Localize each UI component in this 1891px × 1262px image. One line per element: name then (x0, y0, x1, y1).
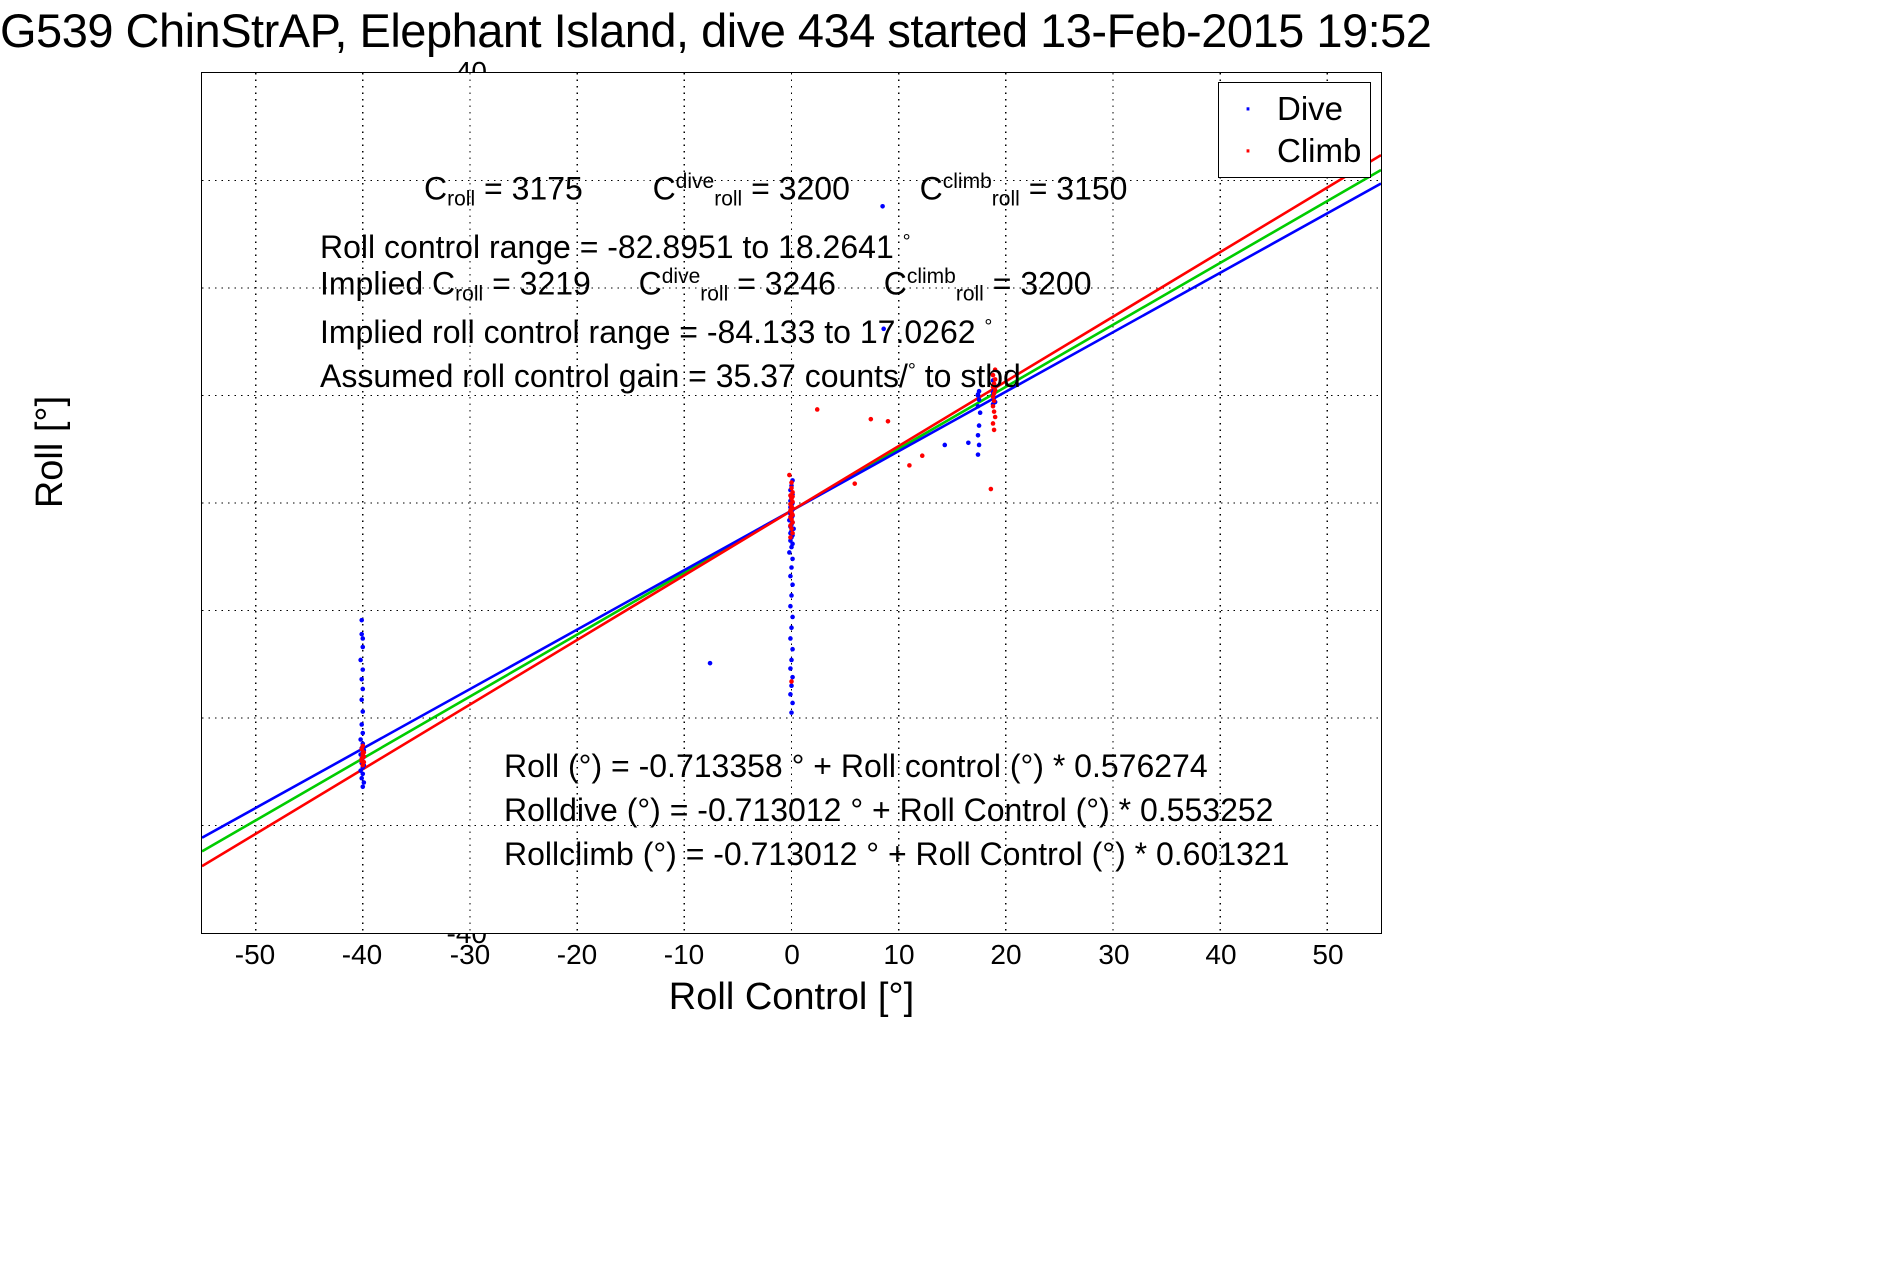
x-tick-label: -40 (341, 939, 383, 970)
plot-svg (202, 73, 1381, 933)
c-roll-climb-superscript: climb (942, 170, 992, 193)
legend-marker-dive-icon: · (1243, 91, 1253, 124)
equation-block: Roll (°) = -0.713358 ° + Roll control (°… (504, 744, 1289, 876)
figure-title: G539 ChinStrAP, Elephant Island, dive 43… (0, 4, 1432, 57)
equation-dive-rest: (°) = -0.713012 ° + Roll Control (°) * 0… (617, 792, 1274, 828)
x-tick-label: -10 (663, 939, 705, 970)
c-roll-dive-subscript: roll (714, 187, 743, 211)
x-tick-label: 30 (1098, 939, 1130, 970)
c-roll-dive-symbol: C (652, 170, 676, 207)
equation-climb-subscript: climb (559, 836, 634, 872)
equation-climb-prefix: Roll (504, 836, 560, 872)
c-roll-symbol: C (424, 170, 448, 207)
degree-symbol-icon: ° (907, 360, 916, 382)
annotation-roll-control-range: Roll control range = -82.8951 to 18.2641… (320, 223, 911, 266)
assumed-gain-text: Assumed roll control gain = 35.37 counts… (320, 358, 908, 394)
equation-all: Roll (°) = -0.713358 ° + Roll control (°… (504, 748, 1208, 784)
c-roll-dive-value: = 3200 (751, 170, 850, 207)
c-roll-climb-symbol: C (919, 170, 943, 207)
annotation-assumed-gain: Assumed roll control gain = 35.37 counts… (320, 352, 1021, 395)
assumed-gain-suffix: to stbd (915, 358, 1021, 394)
implied-c-roll-value: = 3219 (492, 265, 591, 302)
legend-label-dive: Dive (1277, 89, 1344, 127)
legend-box: · Dive · Climb (1218, 82, 1371, 178)
scatter-series-climb (359, 367, 998, 768)
plot-area (201, 72, 1382, 934)
equation-climb: Rollclimb (°) = -0.713012 ° + Roll Contr… (504, 832, 1289, 876)
legend-marker-climb-icon: · (1243, 133, 1253, 166)
implied-c-roll-dive-superscript: dive (661, 265, 701, 288)
x-tick-label: 10 (883, 939, 915, 970)
equation-climb-rest: (°) = -0.713012 ° + Roll Control (°) * 0… (633, 836, 1290, 872)
implied-c-roll-climb-symbol: C (883, 265, 907, 302)
equation-dive-subscript: dive (559, 792, 618, 828)
annotation-implied-coefficients: Implied Croll = 3219 Cdiveroll = 3246 Cc… (320, 258, 1092, 313)
legend-label-climb: Climb (1277, 131, 1362, 169)
c-roll-subscript: roll (447, 187, 476, 211)
x-tick-label: 20 (990, 939, 1022, 970)
gridlines (202, 73, 1381, 933)
x-tick-label: -50 (234, 939, 276, 970)
x-tick-label: 0 (784, 939, 800, 970)
equation-dive: Rolldive (°) = -0.713012 ° + Roll Contro… (504, 788, 1289, 832)
legend-entry-dive: · Dive (1219, 87, 1370, 129)
equation-dive-prefix: Roll (504, 792, 560, 828)
implied-c-roll-climb-value: = 3200 (992, 265, 1092, 302)
x-axis-label: Roll Control [°] (668, 976, 915, 1018)
degree-symbol-icon: ° (984, 316, 993, 338)
x-tick-label: 50 (1312, 939, 1344, 970)
c-roll-climb-value: = 3150 (1028, 170, 1128, 207)
y-axis-label: Roll [°] (29, 395, 71, 509)
x-tick-label: 40 (1205, 939, 1237, 970)
annotation-implied-range: Implied roll control range = -84.133 to … (320, 308, 992, 351)
implied-c-roll-climb-subscript: roll (955, 282, 984, 306)
implied-prefix: Implied C (320, 265, 456, 302)
c-roll-value: = 3175 (484, 170, 583, 207)
implied-c-roll-climb-superscript: climb (906, 265, 956, 288)
x-tick-label: -30 (449, 939, 491, 970)
c-roll-dive-superscript: dive (675, 170, 715, 193)
implied-c-roll-dive-symbol: C (638, 265, 662, 302)
implied-c-roll-subscript: roll (455, 282, 484, 306)
x-tick-label: -20 (556, 939, 598, 970)
roll-control-range-text: Roll control range = -82.8951 to 18.2641 (320, 229, 894, 265)
c-roll-climb-subscript: roll (991, 187, 1020, 211)
implied-range-text: Implied roll control range = -84.133 to … (320, 314, 976, 350)
degree-symbol-icon: ° (902, 231, 911, 253)
annotation-coefficients: Croll = 3175 Cdiveroll = 3200 Cclimbroll… (424, 163, 1127, 218)
legend-entry-climb: · Climb (1219, 129, 1370, 171)
implied-c-roll-dive-subscript: roll (700, 282, 729, 306)
implied-c-roll-dive-value: = 3246 (737, 265, 836, 302)
